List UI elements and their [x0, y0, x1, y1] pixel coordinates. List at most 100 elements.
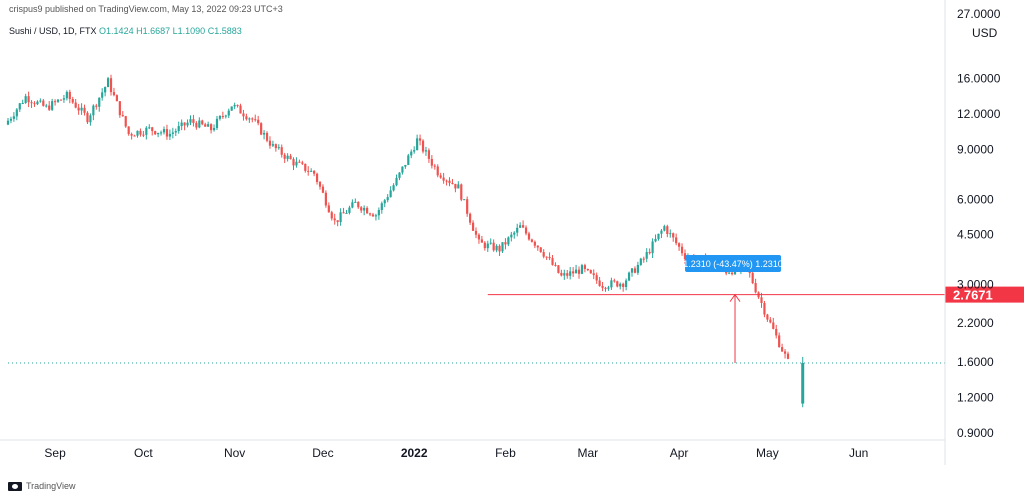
candle-body: [207, 124, 210, 127]
candle-body: [524, 227, 528, 234]
candle-body: [260, 123, 263, 135]
candle-body: [195, 122, 198, 128]
candle-body: [336, 220, 339, 223]
candle-body: [669, 233, 672, 235]
candle-body: [239, 105, 242, 114]
currency-label: USD: [972, 26, 998, 40]
candle-body: [39, 100, 42, 102]
candle-body: [106, 78, 110, 88]
y-tick-label: 1.6000: [957, 355, 994, 369]
measure-arrow-head-icon: [729, 293, 741, 302]
candle-body: [342, 212, 345, 214]
candle-body: [663, 226, 666, 231]
candle-body: [648, 251, 651, 254]
candle-body: [145, 127, 148, 135]
y-tick-label: 16.0000: [957, 71, 1001, 85]
candle-body: [180, 122, 183, 127]
candle-body: [236, 104, 239, 106]
candle-body: [469, 213, 472, 223]
candle-body: [162, 129, 166, 133]
candle-body: [377, 210, 380, 216]
x-tick-label: Mar: [578, 446, 599, 460]
candle-body: [345, 212, 348, 214]
candle-body: [204, 124, 207, 127]
candle-body: [501, 242, 504, 252]
candle-body: [168, 133, 171, 137]
candle-body: [760, 297, 763, 303]
candle-body: [680, 246, 684, 254]
candle-body: [574, 269, 578, 274]
candle-body: [645, 251, 648, 259]
overlay: 2.7671 1.2310 (-43.47%) 1.2310: [8, 255, 1024, 364]
candle-body: [218, 115, 222, 119]
candle-body: [189, 119, 192, 123]
y-tick-label: 4.5000: [957, 228, 994, 242]
candle-body: [310, 170, 313, 172]
measure-label: 1.2310 (-43.47%) 1.2310: [683, 259, 783, 269]
candle-body: [254, 119, 257, 121]
candle-body: [56, 99, 60, 102]
candle-body: [521, 225, 525, 228]
candle-body: [595, 275, 598, 281]
candle-body: [604, 287, 607, 289]
candle-body: [527, 233, 531, 240]
candle-body: [283, 154, 286, 159]
candle-body: [651, 241, 654, 254]
candle-body: [454, 183, 457, 189]
y-tick-label: 9.0000: [957, 142, 994, 156]
support-price-label: 2.7671: [953, 288, 993, 303]
candle-body: [295, 161, 298, 166]
candle-body: [572, 271, 575, 274]
candle-body: [424, 150, 428, 152]
candle-body: [495, 245, 498, 251]
candle-body: [130, 134, 133, 136]
y-tick-label: 27.0000: [957, 7, 1001, 21]
candle-body: [51, 101, 54, 110]
candle-body: [201, 120, 204, 125]
x-tick-label: Feb: [495, 446, 516, 460]
candle-body: [42, 100, 45, 106]
candle-body: [563, 273, 566, 276]
candle-body: [251, 118, 254, 120]
candle-body: [292, 159, 295, 166]
candle-body: [627, 272, 631, 281]
candle-body: [471, 222, 475, 231]
candle-body: [410, 151, 413, 156]
candle-body: [112, 92, 116, 96]
candle-body: [389, 190, 392, 198]
candle-body: [304, 163, 307, 171]
candle-body: [212, 128, 216, 131]
candle-body: [592, 273, 595, 276]
candle-body: [121, 115, 124, 117]
candle-body: [519, 225, 522, 228]
candle-body: [360, 207, 363, 211]
candle-body: [368, 213, 372, 215]
candle-body: [6, 120, 10, 125]
candle-body: [619, 283, 622, 287]
measure-label-box: [685, 255, 782, 272]
candle-body: [151, 127, 154, 132]
candle-body: [639, 258, 642, 265]
candle-body: [98, 97, 101, 107]
candle-body: [333, 218, 336, 221]
candle-body: [548, 256, 551, 259]
candle-body: [383, 200, 386, 204]
candle-body: [666, 226, 669, 235]
candle-body: [445, 180, 448, 182]
candle-body: [416, 138, 419, 151]
candle-body: [536, 245, 539, 248]
candle-body: [677, 243, 681, 247]
candle-body: [354, 201, 357, 203]
candle-body: [159, 132, 163, 134]
x-tick-label: Nov: [224, 446, 245, 460]
candle-body: [530, 239, 534, 242]
candle-body: [769, 319, 772, 323]
candle-body: [386, 197, 389, 201]
candle-body: [457, 184, 460, 189]
candle-body: [18, 103, 21, 110]
candle-body: [642, 258, 645, 260]
ohlc-high: H1.6687: [136, 26, 171, 36]
candle-body: [781, 347, 784, 352]
candle-body: [510, 234, 513, 238]
